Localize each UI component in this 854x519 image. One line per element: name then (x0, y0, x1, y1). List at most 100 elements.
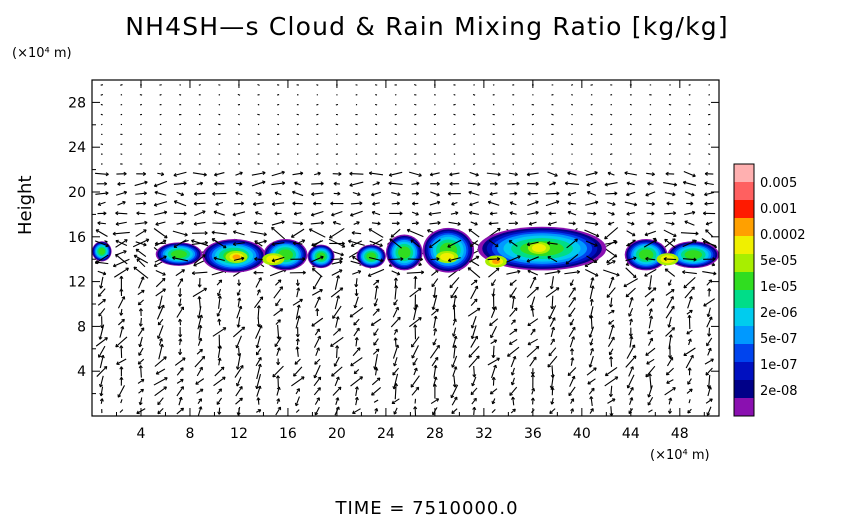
wind-arrow (510, 408, 516, 414)
wind-arrow (371, 221, 381, 226)
wind-arrow (173, 211, 187, 216)
wind-arrow (255, 348, 262, 356)
wind-arrow (369, 240, 383, 248)
wind-arrow (388, 181, 403, 186)
wind-arrow (412, 357, 418, 366)
wind-arrow (683, 276, 696, 289)
wind-arrow (626, 230, 636, 237)
wind-arrow (237, 297, 242, 307)
wind-arrow (489, 388, 498, 395)
wind-arrow (313, 376, 322, 387)
wind-arrow (257, 103, 260, 106)
wind-arrow (135, 201, 147, 206)
wind-arrow (293, 366, 303, 377)
wind-arrow (330, 201, 344, 206)
wind-arrow (295, 409, 300, 413)
wind-arrow (547, 256, 558, 263)
wind-arrow (510, 319, 516, 325)
wind-arrow (276, 347, 281, 356)
wind-arrow (526, 345, 540, 358)
x-axis-unit-label: (×10⁴ m) (650, 448, 710, 463)
colorbar-cell (734, 326, 754, 345)
wind-arrow (531, 153, 534, 155)
wind-arrow (608, 297, 613, 308)
wind-arrow (489, 211, 498, 216)
wind-arrow (159, 163, 162, 165)
x-tick-label: 12 (230, 426, 248, 442)
wind-arrow (97, 221, 106, 226)
wind-arrow (608, 319, 615, 325)
wind-arrow (587, 378, 596, 385)
wind-arrow (590, 113, 593, 116)
wind-arrow (119, 308, 124, 316)
wind-arrow (174, 357, 186, 366)
wind-arrow (607, 221, 615, 226)
wind-arrow (336, 163, 338, 165)
wind-arrow (393, 357, 398, 367)
wind-arrow (526, 241, 539, 247)
wind-arrow (112, 258, 130, 268)
wind-arrow (373, 298, 379, 307)
wind-arrow (604, 366, 618, 377)
wind-arrow (137, 289, 145, 296)
wind-arrow (153, 377, 168, 386)
wind-arrow (314, 397, 320, 405)
wind-arrow (492, 153, 495, 155)
wind-arrow (491, 345, 496, 358)
wind-arrow (604, 182, 618, 187)
wind-arrow (451, 396, 458, 406)
wind-arrow (432, 287, 437, 298)
wind-arrow (547, 355, 558, 368)
colorbar-label: 2e-08 (760, 384, 798, 399)
wind-arrow (623, 278, 639, 288)
wind-arrow (624, 201, 638, 207)
wind-arrow (194, 210, 206, 217)
wind-arrow (391, 398, 400, 405)
wind-arrow (191, 271, 208, 276)
chart-title: NH4SH—s Cloud & Rain Mixing Ratio [kg/kg… (125, 12, 729, 41)
wind-arrow (196, 366, 203, 377)
wind-arrow (95, 337, 108, 347)
wind-arrow (157, 318, 164, 326)
wind-arrow (549, 317, 556, 327)
wind-arrow (414, 103, 417, 106)
wind-arrow (391, 192, 401, 197)
wind-arrow (626, 374, 635, 389)
wind-arrow (411, 336, 420, 348)
wind-arrow (550, 326, 556, 337)
wind-arrow (138, 347, 144, 356)
wind-arrow (607, 260, 616, 266)
wind-arrow (687, 408, 692, 414)
wind-arrow (373, 354, 378, 370)
wind-arrow (96, 181, 108, 186)
wind-arrow (489, 318, 499, 327)
wind-arrow (433, 328, 438, 336)
wind-arrow (216, 308, 222, 317)
wind-arrow (373, 338, 379, 346)
wind-arrow (119, 376, 124, 386)
wind-arrow (610, 113, 613, 116)
wind-arrow (453, 113, 456, 116)
wind-arrow (310, 210, 324, 217)
wind-arrow (470, 325, 477, 340)
wind-arrow (470, 221, 478, 226)
wind-arrow (292, 190, 304, 197)
wind-arrow (94, 254, 109, 264)
wind-arrow (510, 377, 515, 386)
wind-arrow (296, 123, 299, 126)
wind-arrow (688, 94, 691, 96)
wind-arrow (368, 228, 384, 238)
x-tick-label: 36 (524, 426, 542, 442)
wind-arrow (178, 318, 183, 326)
wind-arrow (235, 221, 243, 226)
wind-arrow (135, 191, 147, 196)
x-tick-label: 40 (573, 426, 591, 442)
wind-arrow (159, 143, 162, 146)
wind-arrow (295, 338, 300, 346)
wind-arrow (509, 201, 517, 206)
wind-arrow (333, 356, 340, 367)
wind-arrow (333, 191, 341, 196)
wind-arrow (275, 319, 281, 325)
wind-arrow (312, 240, 322, 247)
wind-arrow (211, 230, 227, 235)
